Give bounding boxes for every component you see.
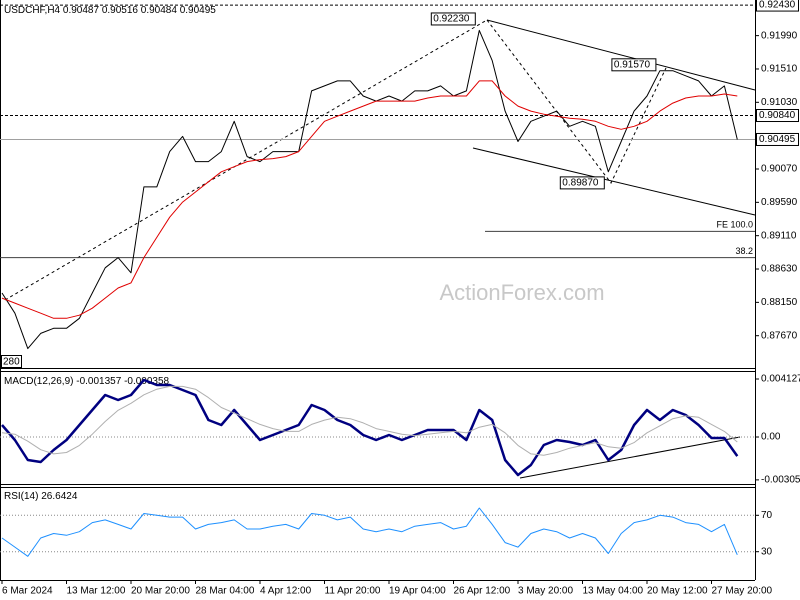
series-line	[1, 507, 738, 557]
price-level-box	[756, 132, 799, 146]
y-tick-label: 0.004127	[761, 374, 800, 385]
price-level-label: 0.90840	[759, 110, 796, 121]
y-tick-label: 0.89590	[761, 197, 798, 208]
y-tick-label: 0.91510	[761, 64, 798, 75]
price-level-label: 0.92430	[759, 0, 796, 11]
series-line	[1, 29, 738, 350]
y-tick-label: -0.003051	[761, 475, 800, 486]
x-tick-label: 20 May 12:00	[647, 586, 708, 597]
y-tick-label: 0.91030	[761, 97, 798, 108]
macd-trend-line	[519, 436, 741, 479]
x-tick-label: 11 Apr 20:00	[325, 586, 381, 597]
x-tick-label: 6 Mar 2024	[2, 586, 53, 597]
watermark: ActionForex.com	[439, 280, 604, 305]
wave-line	[486, 19, 667, 184]
y-tick-label: 0.87670	[761, 330, 798, 341]
y-tick-label: 70	[761, 510, 773, 521]
x-tick-label: 19 Apr 04:00	[389, 586, 446, 597]
y-tick-label: 0.91990	[761, 30, 798, 41]
x-tick-label: 4 Apr 12:00	[260, 586, 312, 597]
indicator-readout: -0.001357	[76, 376, 121, 387]
y-tick-label: 30	[761, 546, 773, 557]
point-label-box	[430, 12, 476, 26]
x-tick-label: 26 Apr 12:00	[454, 586, 511, 597]
point-label: 0.91570	[614, 59, 651, 70]
indicator-name: MACD(12,26,9)	[4, 376, 73, 387]
x-tick-label: 13 May 04:00	[583, 586, 644, 597]
channel-line	[472, 147, 756, 216]
clipped-label: 280	[3, 357, 20, 368]
y-tick-label: 0.89110	[761, 230, 797, 241]
point-label-box	[559, 176, 605, 190]
level-label: FE 100.0	[716, 220, 753, 230]
indicator-readout: 26.6424	[41, 491, 78, 502]
series-line	[1, 378, 739, 477]
rsi-title: RSI(14) 26.6424	[4, 491, 78, 502]
ohlc-value: 0.90516	[102, 5, 139, 16]
price-level-box	[756, 0, 799, 12]
x-tick-label: 3 May 20:00	[518, 586, 573, 597]
point-label-box	[611, 58, 657, 72]
y-tick-label: 0.90070	[761, 164, 798, 175]
y-tick-label: 0.88150	[761, 297, 798, 308]
channel-line	[486, 19, 756, 91]
ohlc-value: 0.90495	[180, 5, 217, 16]
level-label: 38.2	[735, 246, 753, 256]
point-label: 0.89870	[562, 178, 599, 189]
label-box	[1, 355, 22, 368]
ohlc-value: 0.90484	[141, 5, 178, 16]
x-tick-label: 28 Mar 04:00	[196, 586, 255, 597]
symbol: USDCHF,H4	[4, 5, 61, 16]
y-tick-label: 0.88630	[761, 264, 798, 275]
trend-line	[4, 19, 488, 301]
ohlc-value: 0.90487	[63, 5, 100, 16]
x-tick-label: 27 May 20:00	[712, 586, 773, 597]
x-tick-label: 13 Mar 12:00	[67, 586, 126, 597]
price-level-label: 0.90495	[759, 134, 796, 145]
x-tick-label: 20 Mar 20:00	[131, 586, 190, 597]
indicator-name: RSI(14)	[4, 491, 38, 502]
series-line	[1, 385, 738, 456]
y-tick-label: 0.00	[761, 432, 781, 443]
series-line	[1, 80, 738, 319]
price-level-box	[756, 109, 799, 123]
point-label: 0.92230	[433, 14, 470, 25]
price-title: USDCHF,H4 0.90487 0.90516 0.90484 0.9049…	[4, 5, 216, 16]
